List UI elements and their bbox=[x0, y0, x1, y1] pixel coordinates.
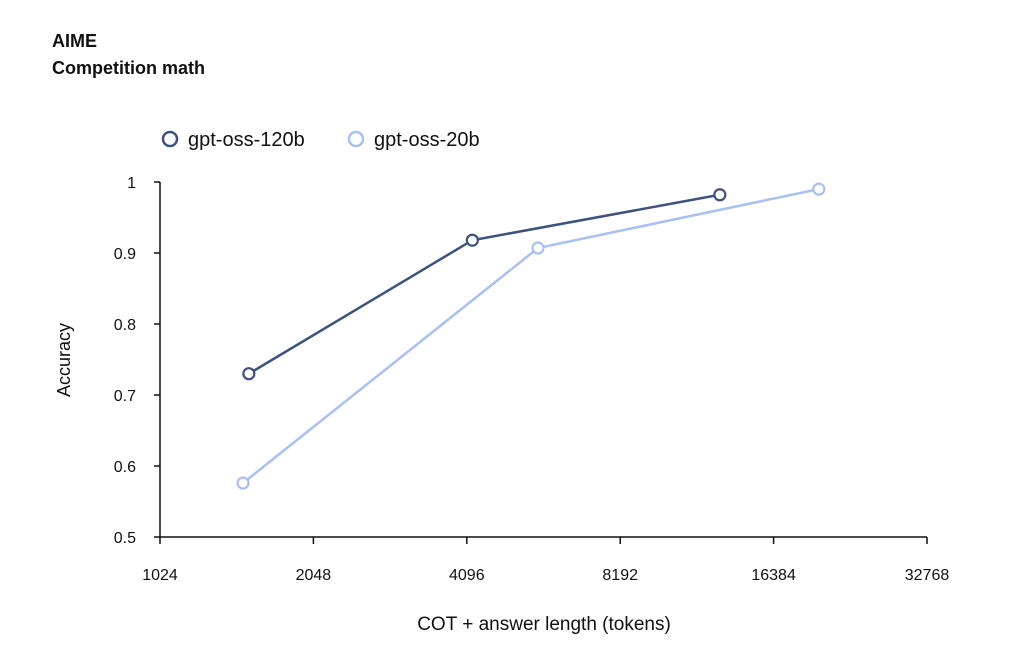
y-tick-label: 1 bbox=[127, 175, 136, 192]
data-point-gpt-oss-20b bbox=[236, 476, 250, 490]
y-tick-label: 0.8 bbox=[114, 317, 136, 334]
data-point-gpt-oss-120b bbox=[465, 233, 479, 247]
legend-label: gpt-oss-20b bbox=[374, 129, 480, 151]
series-line-gpt-oss-120b bbox=[248, 193, 721, 375]
y-axis-label: Accuracy bbox=[54, 323, 74, 397]
chart-title-block: AIME Competition math bbox=[52, 28, 205, 82]
x-tick-label: 32768 bbox=[905, 567, 950, 584]
y-tick-label: 0.5 bbox=[114, 530, 136, 547]
x-tick-label: 4096 bbox=[449, 567, 485, 584]
data-point-gpt-oss-20b bbox=[531, 241, 545, 255]
x-tick-label: 2048 bbox=[296, 567, 332, 584]
data-point-gpt-oss-120b bbox=[242, 367, 256, 381]
chart-title: AIME bbox=[52, 31, 97, 51]
legend-marker-gpt-oss-20b bbox=[347, 130, 365, 148]
data-point-gpt-oss-20b bbox=[812, 182, 826, 196]
y-tick-label: 0.9 bbox=[114, 246, 136, 263]
legend-marker-gpt-oss-120b bbox=[161, 130, 179, 148]
x-tick-label: 1024 bbox=[142, 567, 178, 584]
series-line-gpt-oss-20b bbox=[242, 187, 820, 485]
y-tick-label: 0.7 bbox=[114, 388, 136, 405]
y-tick-label: 0.6 bbox=[114, 459, 136, 476]
chart-subtitle: Competition math bbox=[52, 58, 205, 78]
x-axis-label: COT + answer length (tokens) bbox=[417, 614, 671, 635]
x-tick-label: 16384 bbox=[751, 567, 796, 584]
legend-label: gpt-oss-120b bbox=[188, 129, 305, 151]
data-point-gpt-oss-120b bbox=[713, 188, 727, 202]
x-tick-label: 8192 bbox=[602, 567, 638, 584]
